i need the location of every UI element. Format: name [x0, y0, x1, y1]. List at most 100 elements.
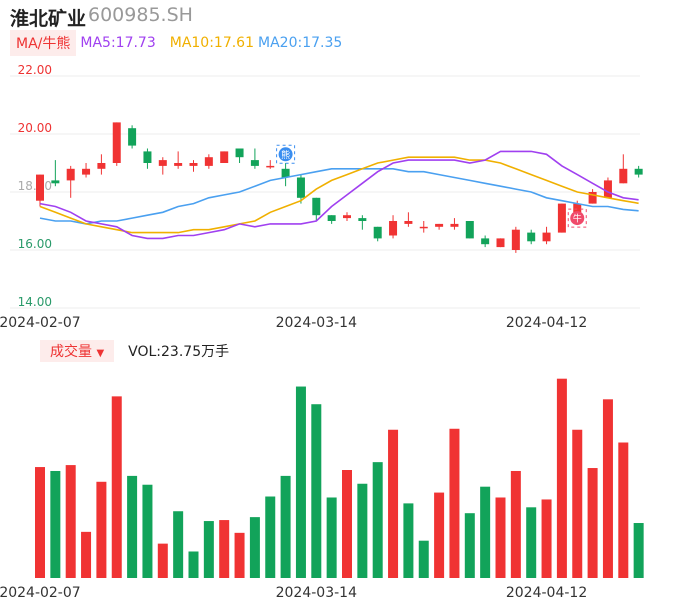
- bear-badge-icon: 熊: [276, 144, 296, 164]
- volume-bar: [434, 492, 445, 578]
- volume-bar: [572, 429, 583, 578]
- candle-body: [66, 168, 75, 181]
- volume-bar: [418, 540, 429, 578]
- candle-body: [312, 197, 321, 216]
- volume-bar: [50, 470, 61, 578]
- volume-bar: [372, 462, 383, 578]
- ma5-label: MA5:17.73: [80, 34, 156, 51]
- volume-bar: [280, 475, 291, 578]
- candle-body: [481, 238, 490, 245]
- volume-bar: [357, 483, 368, 578]
- volume-bar: [111, 396, 122, 578]
- ma20-line: [39, 168, 639, 225]
- candle-body: [542, 232, 551, 242]
- candle-body: [235, 148, 244, 158]
- candle-body: [419, 226, 428, 229]
- volume-bar: [602, 399, 613, 578]
- candle-body: [97, 163, 106, 169]
- bull-badge-icon: 牛: [567, 208, 587, 228]
- volume-bar: [556, 378, 567, 578]
- ma-selector-button[interactable]: MA/牛熊: [10, 29, 77, 56]
- volume-bar: [249, 517, 260, 578]
- volume-bar: [587, 468, 598, 578]
- volume-bar: [633, 523, 644, 578]
- candle-body: [557, 203, 566, 233]
- candle-body: [204, 157, 213, 166]
- candle-body: [143, 151, 152, 163]
- volume-bar: [234, 532, 245, 578]
- volume-bar: [449, 428, 460, 578]
- volume-value: VOL:23.75万手: [128, 344, 230, 360]
- volume-x-tick-label: 2024-02-07: [0, 585, 81, 601]
- candle-body: [327, 215, 336, 221]
- candle-body: [373, 226, 382, 239]
- volume-bar: [618, 442, 629, 578]
- candle-body: [112, 122, 121, 163]
- dropdown-arrow-icon: ▼: [96, 348, 105, 359]
- volume-bar: [526, 507, 537, 578]
- candle-body: [496, 238, 505, 248]
- volume-x-tick-label: 2024-04-12: [506, 585, 587, 601]
- ma-legend: MA/牛熊 MA5:17.73 MA10:17.61 MA20:17.35: [10, 29, 343, 56]
- candle-body: [158, 160, 167, 166]
- bear-badge-label: 熊: [281, 149, 290, 161]
- candle-body: [435, 223, 444, 227]
- price-x-tick-label: 2024-03-14: [276, 315, 357, 330]
- candle-body: [250, 160, 259, 166]
- candle-body: [450, 223, 459, 227]
- price-x-tick-label: 2024-02-07: [0, 315, 81, 330]
- candle-body: [634, 168, 643, 175]
- volume-bar: [157, 543, 168, 578]
- volume-bar: [388, 429, 399, 578]
- candle-body: [281, 168, 290, 178]
- volume-bar: [495, 497, 506, 578]
- stock-name: 淮北矿业: [10, 8, 87, 30]
- volume-bar: [464, 513, 475, 578]
- candle-body: [296, 177, 305, 198]
- volume-bar: [265, 496, 276, 578]
- volume-bar: [35, 467, 45, 578]
- price-chart[interactable]: 22.00 20.00 18.00 16.00 14.00 熊牛 2024-02-07 202…: [0, 0, 686, 330]
- ma5-line: [39, 150, 639, 240]
- volume-bar: [541, 499, 552, 578]
- candle-body: [389, 221, 398, 236]
- volume-legend: 成交量 ▼ VOL:23.75万手: [40, 340, 230, 362]
- volume-bar: [96, 481, 107, 578]
- candle-body: [573, 203, 582, 213]
- volume-bar: [295, 386, 306, 578]
- volume-bar: [311, 404, 322, 578]
- ma20-label: MA20:17.35: [258, 34, 343, 51]
- price-y-tick-label: 16.00: [18, 237, 52, 251]
- candle-body: [527, 232, 536, 242]
- volume-selector-label: 成交量: [50, 344, 92, 360]
- candle-body: [404, 221, 413, 224]
- volume-bar: [480, 486, 491, 578]
- volume-bar: [219, 520, 230, 578]
- ma10-label: MA10:17.61: [169, 34, 255, 51]
- price-x-tick-label: 2024-04-12: [506, 315, 587, 330]
- price-y-tick-label: 22.00: [18, 63, 52, 77]
- candle-body: [266, 165, 275, 168]
- candle-body: [82, 168, 91, 175]
- candle-body: [358, 218, 367, 221]
- price-y-tick-label: 20.00: [18, 121, 52, 135]
- volume-selector-button[interactable]: 成交量 ▼: [40, 340, 115, 362]
- stock-code: 600985.SH: [88, 4, 193, 26]
- candle-body: [128, 128, 137, 146]
- candle-body: [174, 163, 183, 166]
- candle-body: [220, 151, 229, 163]
- volume-bar: [342, 470, 352, 578]
- volume-x-tick-label: 2024-03-14: [276, 585, 357, 601]
- volume-bar: [403, 503, 414, 578]
- price-y-tick-label: 14.00: [18, 295, 52, 309]
- price-y-tick-label: 18.00: [18, 179, 52, 193]
- candle-body: [51, 180, 60, 184]
- bull-badge-label: 牛: [573, 213, 582, 225]
- ma10-line: [39, 156, 639, 234]
- candle-body: [343, 215, 351, 219]
- candle-body: [603, 180, 612, 198]
- volume-bar: [510, 470, 521, 578]
- volume-bar: [65, 465, 76, 578]
- volume-bar: [203, 521, 214, 578]
- candle-body: [36, 174, 44, 201]
